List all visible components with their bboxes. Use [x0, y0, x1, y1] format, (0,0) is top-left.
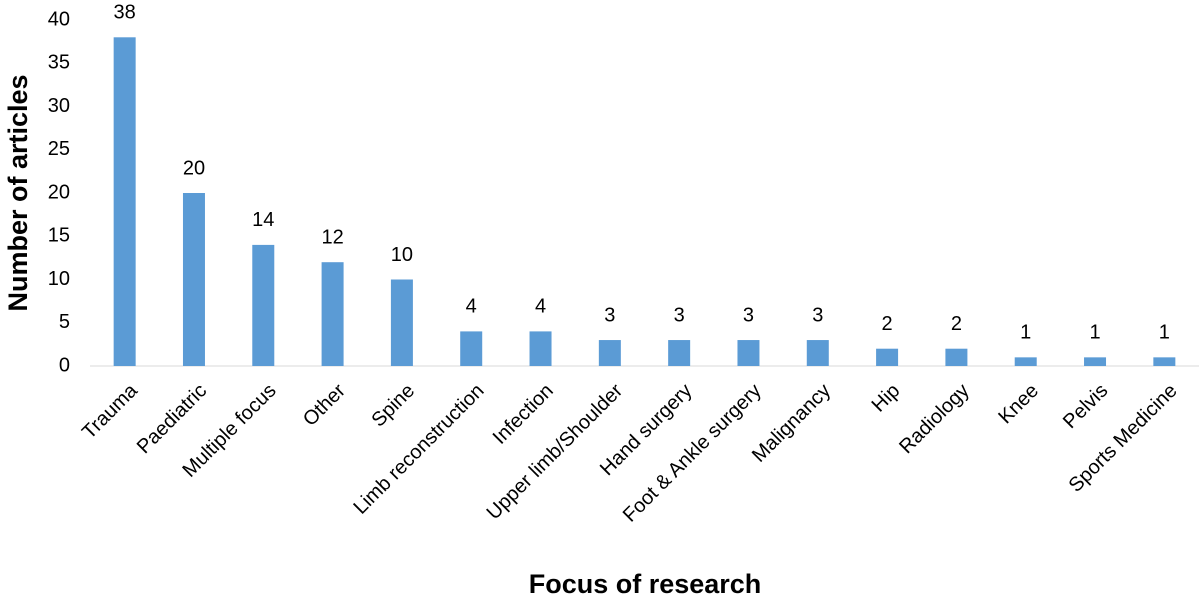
- bar: [1084, 357, 1107, 366]
- y-tick-label: 25: [48, 138, 70, 160]
- value-label: 10: [391, 244, 413, 266]
- y-tick-label: 10: [48, 268, 70, 290]
- bar: [529, 331, 552, 366]
- bar: [113, 37, 136, 367]
- y-tick-label: 0: [59, 354, 70, 376]
- bar: [252, 244, 275, 366]
- value-label: 2: [951, 313, 962, 335]
- value-label: 1: [1020, 322, 1031, 344]
- y-tick-label: 30: [48, 95, 70, 117]
- x-axis-title: Focus of research: [529, 569, 762, 599]
- x-tick-label: Upper limb/Shoulder: [483, 379, 628, 524]
- value-label: 4: [535, 296, 546, 318]
- y-tick-label: 35: [48, 52, 70, 74]
- x-tick-label: Trauma: [78, 379, 142, 443]
- x-tick-label: Pelvis: [1059, 380, 1112, 433]
- bar: [390, 279, 413, 366]
- x-tick-label: Limb reconstruction: [350, 380, 489, 519]
- bar: [321, 262, 344, 366]
- value-label: 3: [674, 304, 685, 326]
- value-label: 14: [252, 209, 274, 231]
- x-tick-label: Hip: [868, 380, 905, 417]
- value-label: 20: [183, 157, 205, 179]
- y-axis-title: Number of articles: [3, 74, 33, 311]
- x-tick-label: Radiology: [895, 380, 973, 458]
- x-tick-label: Spine: [367, 380, 419, 432]
- value-label: 1: [1159, 322, 1170, 344]
- y-tick-label: 15: [48, 225, 70, 247]
- x-tick-label: Knee: [994, 380, 1043, 429]
- value-label: 12: [321, 226, 343, 248]
- value-label: 2: [882, 313, 893, 335]
- y-tick-label: 40: [48, 8, 70, 30]
- bar: [737, 340, 760, 366]
- bar: [460, 331, 483, 366]
- x-tick-label: Other: [299, 379, 350, 430]
- y-tick-label: 20: [48, 181, 70, 203]
- bar: [945, 348, 968, 366]
- value-label: 1: [1089, 322, 1100, 344]
- bar: [876, 348, 899, 366]
- bar: [806, 340, 829, 366]
- bar: [1153, 357, 1176, 366]
- x-tick-label: Infection: [489, 380, 558, 449]
- bar: [668, 340, 691, 366]
- value-label: 38: [114, 2, 136, 24]
- bar: [182, 193, 205, 366]
- x-tick-label: Foot & Ankle surgery: [619, 380, 766, 527]
- y-tick-label: 5: [59, 311, 70, 333]
- bar: [598, 340, 621, 366]
- value-label: 3: [604, 304, 615, 326]
- value-label: 3: [812, 304, 823, 326]
- bar: [1014, 357, 1037, 366]
- value-label: 4: [466, 296, 477, 318]
- value-label: 3: [743, 304, 754, 326]
